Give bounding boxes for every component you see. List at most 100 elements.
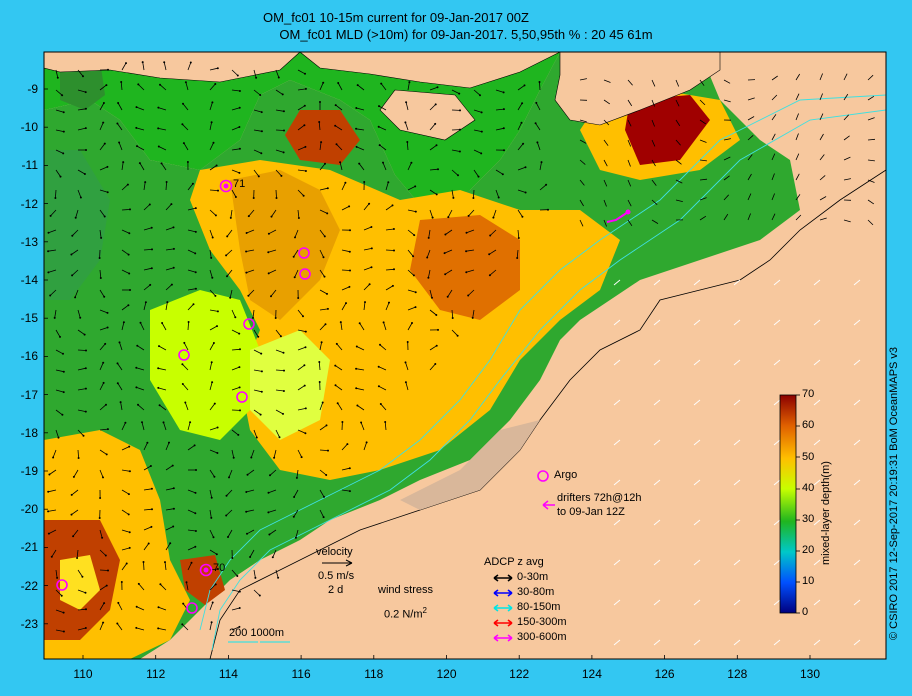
current-vector bbox=[253, 409, 261, 415]
current-vector-head bbox=[271, 556, 274, 559]
current-vector-head bbox=[169, 542, 172, 545]
x-tick-label: 122 bbox=[509, 667, 530, 681]
current-vector-head bbox=[326, 292, 328, 295]
y-tick-label: -19 bbox=[20, 464, 38, 478]
current-vector-head bbox=[157, 367, 160, 370]
velocity-time-label: 2 d bbox=[328, 584, 344, 596]
current-vector-head bbox=[84, 127, 87, 130]
argo-float[interactable] bbox=[298, 247, 310, 259]
current-vector bbox=[771, 173, 775, 181]
wind-vector bbox=[693, 399, 701, 406]
current-vector-head bbox=[238, 366, 241, 369]
current-vector bbox=[209, 427, 218, 431]
current-vector-head bbox=[260, 152, 263, 155]
current-vector bbox=[55, 129, 64, 132]
current-vector-head bbox=[158, 404, 161, 407]
current-vector bbox=[319, 142, 322, 151]
current-vector bbox=[275, 189, 277, 199]
current-vector-head bbox=[150, 267, 153, 270]
x-tick-label: 126 bbox=[654, 667, 675, 681]
current-vector bbox=[55, 169, 61, 177]
current-vector bbox=[795, 214, 802, 221]
argo-float[interactable] bbox=[178, 349, 190, 361]
current-vector-head bbox=[295, 476, 298, 479]
current-vector bbox=[651, 199, 658, 205]
wind-vector bbox=[773, 559, 781, 566]
current-vector-head bbox=[72, 535, 75, 538]
site-label-70: 70 bbox=[213, 562, 226, 574]
mld-field bbox=[44, 52, 800, 659]
current-vector bbox=[335, 384, 343, 391]
current-vector-head bbox=[252, 197, 255, 199]
current-vector-head bbox=[116, 382, 119, 385]
current-vector bbox=[209, 529, 214, 538]
current-vector bbox=[119, 342, 123, 351]
current-vector bbox=[407, 229, 415, 236]
current-vector-head bbox=[149, 465, 152, 467]
current-vector-head bbox=[465, 250, 468, 253]
current-vector-head bbox=[147, 542, 150, 545]
y-tick-label: -13 bbox=[20, 234, 38, 249]
current-vector bbox=[76, 549, 79, 559]
current-vector-head bbox=[129, 208, 131, 211]
current-vector-head bbox=[392, 228, 395, 230]
current-vector bbox=[77, 429, 84, 437]
title-line-1: OM_fc01 10-15m current for 09-Jan-2017 0… bbox=[263, 10, 529, 25]
current-vector bbox=[209, 102, 213, 111]
argo-float[interactable] bbox=[243, 318, 255, 330]
current-vector bbox=[121, 529, 130, 533]
current-vector-head bbox=[47, 532, 50, 535]
current-vector bbox=[429, 363, 436, 371]
adcp-legend-arrow bbox=[493, 634, 513, 642]
argo-float[interactable] bbox=[199, 563, 213, 577]
adcp-legend-label: 0-30m bbox=[517, 571, 549, 583]
current-vector-head bbox=[165, 181, 168, 183]
isobath-legend-label: 200 1000m bbox=[229, 627, 285, 639]
current-vector bbox=[341, 467, 350, 471]
current-vector bbox=[77, 449, 79, 459]
current-vector-head bbox=[181, 363, 184, 366]
current-vector-head bbox=[59, 335, 61, 338]
argo-float[interactable] bbox=[236, 391, 248, 403]
current-vector-head bbox=[259, 413, 262, 416]
current-vector-head bbox=[229, 216, 232, 219]
argo-float[interactable] bbox=[219, 179, 233, 193]
current-vector bbox=[48, 529, 57, 534]
wind-vector bbox=[773, 479, 781, 486]
current-vector-head bbox=[349, 269, 351, 272]
current-vector bbox=[186, 582, 189, 591]
wind-vector bbox=[613, 639, 621, 646]
current-vector bbox=[187, 229, 196, 233]
current-vector bbox=[160, 584, 167, 591]
current-vector-head bbox=[100, 236, 103, 239]
current-vector bbox=[231, 607, 240, 611]
wind-vector bbox=[733, 639, 741, 646]
current-vector bbox=[675, 159, 682, 165]
current-vector-head bbox=[334, 124, 337, 127]
current-vector-head bbox=[467, 214, 470, 217]
current-vector-head bbox=[195, 469, 197, 471]
current-vector bbox=[297, 124, 305, 131]
current-vector-head bbox=[137, 83, 140, 86]
argo-float[interactable] bbox=[56, 579, 68, 591]
wind-vector bbox=[613, 359, 621, 366]
current-vector bbox=[117, 602, 123, 611]
current-vector-head bbox=[535, 101, 538, 104]
current-vector bbox=[273, 449, 277, 458]
current-vector bbox=[185, 82, 189, 91]
current-vector bbox=[187, 183, 194, 191]
current-vector-head bbox=[184, 401, 187, 404]
current-vector-head bbox=[168, 441, 170, 444]
current-vector bbox=[363, 302, 366, 311]
current-vector bbox=[227, 529, 233, 538]
current-vector-head bbox=[247, 294, 250, 297]
current-vector-head bbox=[318, 121, 321, 123]
current-vector bbox=[55, 589, 62, 596]
argo-float[interactable] bbox=[186, 602, 198, 614]
argo-float[interactable] bbox=[299, 268, 311, 280]
current-vector bbox=[517, 166, 526, 171]
current-vector bbox=[297, 364, 305, 371]
current-vector-head bbox=[294, 536, 297, 539]
current-vector bbox=[603, 199, 607, 207]
current-vector bbox=[319, 402, 324, 411]
